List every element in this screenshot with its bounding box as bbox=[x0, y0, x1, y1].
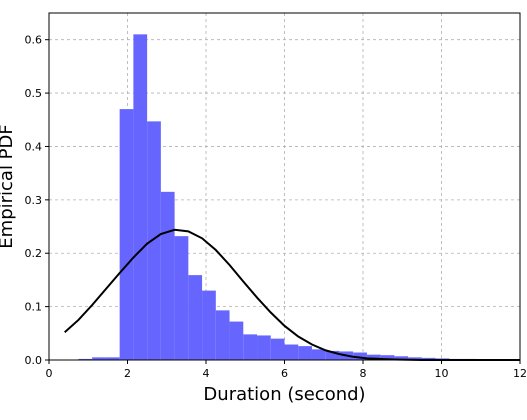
histogram-bar bbox=[161, 192, 175, 360]
x-tick-label: 8 bbox=[360, 367, 367, 380]
histogram-bar bbox=[175, 236, 189, 360]
y-tick-label: 0.6 bbox=[25, 34, 43, 47]
x-tick-label: 12 bbox=[513, 367, 527, 380]
histogram-bar bbox=[133, 34, 147, 360]
histogram-bar bbox=[202, 291, 216, 360]
y-tick-label: 0.0 bbox=[25, 354, 43, 367]
histogram-bar bbox=[188, 275, 202, 360]
x-axis-label: Duration (second) bbox=[203, 384, 365, 405]
histogram-bar bbox=[298, 346, 312, 360]
y-tick-label: 0.4 bbox=[25, 140, 43, 153]
histogram-bar bbox=[257, 335, 271, 360]
y-tick-label: 0.3 bbox=[25, 194, 43, 207]
histogram-bar bbox=[216, 310, 230, 360]
y-tick-label: 0.1 bbox=[25, 301, 43, 314]
histogram-bar bbox=[120, 109, 134, 360]
histogram-bar bbox=[147, 121, 161, 360]
y-axis-label: Empirical PDF bbox=[0, 124, 17, 248]
x-tick-label: 6 bbox=[281, 367, 288, 380]
y-tick-label: 0.5 bbox=[25, 87, 43, 100]
x-tick-label: 2 bbox=[124, 367, 131, 380]
y-tick-label: 0.2 bbox=[25, 247, 43, 260]
histogram-bar bbox=[285, 345, 299, 360]
x-tick-label: 4 bbox=[203, 367, 210, 380]
histogram-bar bbox=[230, 322, 244, 360]
x-tick-label: 10 bbox=[435, 367, 449, 380]
histogram-bar bbox=[312, 349, 326, 360]
x-tick-label: 0 bbox=[46, 367, 53, 380]
histogram-bar bbox=[243, 334, 257, 360]
histogram-bar bbox=[271, 339, 285, 360]
